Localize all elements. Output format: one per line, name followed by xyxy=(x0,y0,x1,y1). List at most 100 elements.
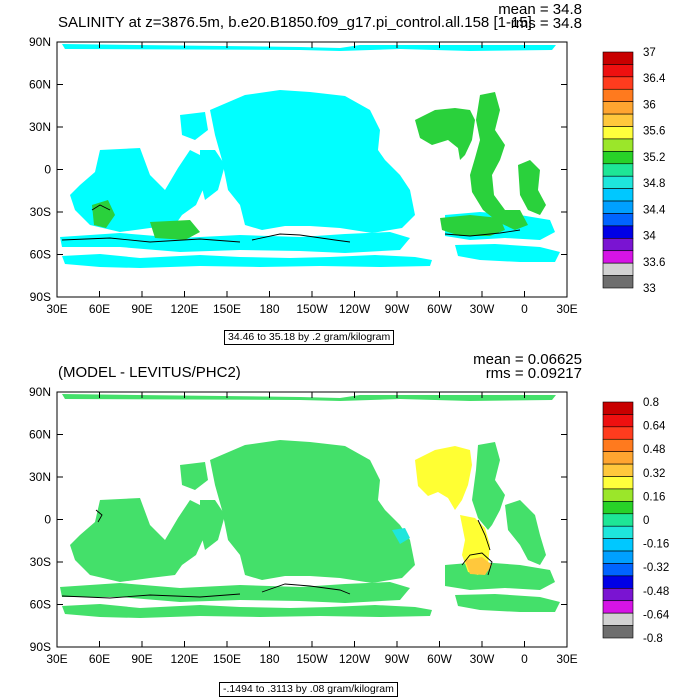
ocean-region xyxy=(62,394,556,401)
colorbar: 37 36.4 36 35.6 35.2 34.8 34.4 34 33.6 33 xyxy=(602,47,666,295)
x-tick-label: 30W xyxy=(470,302,495,316)
colorbar-swatch xyxy=(602,275,634,289)
colorbar-swatch xyxy=(602,612,634,626)
colorbar-label: 35.2 xyxy=(643,152,665,164)
ocean-region xyxy=(92,200,115,228)
colorbar-swatch xyxy=(602,563,634,577)
chart-title: SALINITY at z=3876.5m, b.e20.B1850.f09_g… xyxy=(58,14,532,31)
contour-info-label: -.1494 to .3113 by .08 gram/kilogram xyxy=(219,682,398,697)
x-tick-label: 150E xyxy=(213,302,241,316)
ocean-region xyxy=(470,92,528,230)
colorbar: 0.8 0.64 0.48 0.32 0.16 0 -0.16 -0.32 -0.48 -0.64… xyxy=(602,397,670,645)
x-axis-ticks: 30E 60E 90E 120E 150E 180 150W 120W 90W 60W 30W 0 30… xyxy=(46,392,578,666)
colorbar-label: 0 xyxy=(643,515,649,527)
colorbar-label: 0.16 xyxy=(643,491,665,503)
colorbar-swatch xyxy=(602,225,634,239)
x-tick-label: 0 xyxy=(521,302,528,316)
colorbar-label: 33 xyxy=(643,283,656,295)
ocean-region xyxy=(210,440,415,583)
colorbar-label: 34.8 xyxy=(643,178,665,190)
colorbar-swatch xyxy=(602,414,634,428)
x-tick-label: 60E xyxy=(89,652,110,666)
contour-lines xyxy=(61,509,493,599)
x-tick-label: 180 xyxy=(259,652,279,666)
colorbar-swatch xyxy=(602,64,634,78)
ocean-region xyxy=(70,498,205,582)
colorbar-label: -0.64 xyxy=(643,609,670,621)
x-tick-label: 30W xyxy=(470,652,495,666)
x-tick-label: 30E xyxy=(46,302,67,316)
colorbar-swatch xyxy=(602,625,634,639)
contour-info-label: 34.46 to 35.18 by .2 gram/kilogram xyxy=(224,330,395,345)
ocean-region xyxy=(455,244,560,262)
difference-map: 30E 60E 90E 120E 150E 180 150W 120W 90W 60W 30W 0 30… xyxy=(29,385,670,666)
ocean-region xyxy=(415,446,472,510)
colorbar-label: 36.4 xyxy=(643,73,666,85)
y-tick-label: 0 xyxy=(44,513,51,527)
colorbar-swatch xyxy=(602,463,634,477)
colorbar-label: 0.64 xyxy=(643,421,666,433)
contour-line xyxy=(61,237,241,243)
colorbar-swatch xyxy=(602,538,634,552)
colorbar-swatch xyxy=(602,101,634,115)
x-axis-ticks: 30E 60E 90E 120E 150E 180 150W 120W 90W 60W 30W 0 30… xyxy=(46,42,578,316)
y-tick-label: 30N xyxy=(29,470,51,484)
ocean-region xyxy=(465,557,492,575)
colorbar-swatch xyxy=(602,438,634,452)
contour-line xyxy=(461,552,493,576)
ocean-region xyxy=(415,108,475,160)
rms-stat: rms = 0.09217 xyxy=(485,365,582,382)
colorbar-label: 37 xyxy=(643,47,656,59)
colorbar-swatch xyxy=(602,175,634,189)
colorbar-swatch xyxy=(602,200,634,214)
colorbar-swatch xyxy=(602,88,634,102)
ocean-region xyxy=(518,160,546,215)
y-tick-label: 60N xyxy=(29,428,51,442)
colorbar-swatch xyxy=(602,262,634,276)
x-tick-label: 150W xyxy=(296,302,328,316)
x-tick-label: 150W xyxy=(296,652,328,666)
colorbar-label: 34.4 xyxy=(643,204,666,216)
y-axis-ticks: 90N 60N 30N 0 30S 60S 90S xyxy=(29,385,567,654)
colorbar-label: 33.6 xyxy=(643,257,665,269)
contour-line xyxy=(444,229,521,237)
x-tick-label: 90W xyxy=(385,652,410,666)
y-tick-label: 30S xyxy=(30,555,51,569)
mean-stat: mean = 0.06625 xyxy=(473,351,582,368)
contour-line xyxy=(61,593,241,599)
colorbar-swatch xyxy=(602,188,634,202)
ocean-region xyxy=(505,500,546,565)
colorbar-label: 34 xyxy=(643,231,656,243)
y-tick-label: 90S xyxy=(30,640,51,654)
colorbar-label: -0.48 xyxy=(643,586,669,598)
y-tick-label: 90S xyxy=(30,290,51,304)
colorbar-label: 0.48 xyxy=(643,444,665,456)
colorbar-swatch xyxy=(602,501,634,515)
x-tick-label: 0 xyxy=(521,652,528,666)
y-tick-label: 90N xyxy=(29,35,51,49)
y-tick-label: 0 xyxy=(44,163,51,177)
contour-line xyxy=(261,583,351,595)
colorbar-swatch xyxy=(602,426,634,440)
ocean-region xyxy=(200,150,225,200)
x-tick-label: 180 xyxy=(259,302,279,316)
ocean-region xyxy=(180,112,208,140)
chart-title: (MODEL - LEVITUS/PHC2) xyxy=(58,364,241,381)
contour-lines xyxy=(61,204,521,243)
ocean-region xyxy=(392,528,410,544)
y-tick-label: 30N xyxy=(29,120,51,134)
x-tick-label: 60E xyxy=(89,302,110,316)
y-tick-label: 30S xyxy=(30,205,51,219)
colorbar-swatch xyxy=(602,76,634,90)
x-tick-label: 30E xyxy=(46,652,67,666)
colorbar-swatch xyxy=(602,213,634,227)
x-tick-label: 30E xyxy=(556,652,577,666)
colorbar-swatch xyxy=(602,126,634,140)
x-tick-label: 150E xyxy=(213,652,241,666)
y-tick-label: 90N xyxy=(29,385,51,399)
x-tick-label: 90E xyxy=(131,302,152,316)
colorbar-swatch xyxy=(602,238,634,252)
salinity-panel: SALINITY at z=3876.5m, b.e20.B1850.f09_g… xyxy=(29,2,666,345)
ocean-region xyxy=(62,254,432,268)
x-tick-label: 120E xyxy=(170,652,198,666)
